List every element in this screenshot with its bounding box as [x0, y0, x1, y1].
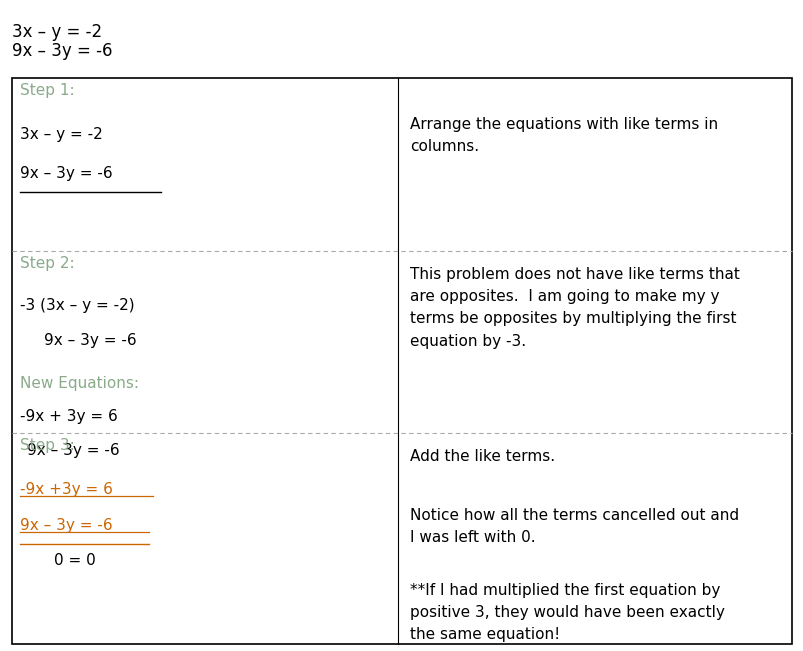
- Bar: [12, 78, 791, 644]
- Text: Add the like terms.: Add the like terms.: [410, 449, 555, 464]
- Text: 9x – 3y = -6: 9x – 3y = -6: [20, 166, 112, 181]
- Text: Step 2:: Step 2:: [20, 256, 75, 271]
- Text: **If I had multiplied the first equation by
positive 3, they would have been exa: **If I had multiplied the first equation…: [410, 583, 724, 642]
- Text: 3x – y = -2: 3x – y = -2: [20, 127, 103, 142]
- Text: -9x + 3y = 6: -9x + 3y = 6: [20, 409, 118, 424]
- Text: 9x – 3y = -6: 9x – 3y = -6: [12, 42, 112, 61]
- Text: Step 3:: Step 3:: [20, 438, 75, 453]
- Text: Arrange the equations with like terms in
columns.: Arrange the equations with like terms in…: [410, 117, 717, 154]
- Text: Step 1:: Step 1:: [20, 83, 75, 98]
- Text: 9x – 3y = -6: 9x – 3y = -6: [20, 518, 112, 533]
- Text: 9x – 3y = -6: 9x – 3y = -6: [44, 333, 137, 348]
- Text: 3x – y = -2: 3x – y = -2: [12, 23, 102, 41]
- Text: 0 = 0: 0 = 0: [54, 553, 96, 568]
- Text: New Equations:: New Equations:: [20, 376, 139, 391]
- Text: Notice how all the terms cancelled out and
I was left with 0.: Notice how all the terms cancelled out a…: [410, 508, 738, 545]
- Text: -3 (3x – y = -2): -3 (3x – y = -2): [20, 298, 135, 312]
- Text: This problem does not have like terms that
are opposites.  I am going to make my: This problem does not have like terms th…: [410, 267, 739, 348]
- Text: 9x – 3y = -6: 9x – 3y = -6: [26, 443, 119, 458]
- Text: -9x +3y = 6: -9x +3y = 6: [20, 482, 113, 497]
